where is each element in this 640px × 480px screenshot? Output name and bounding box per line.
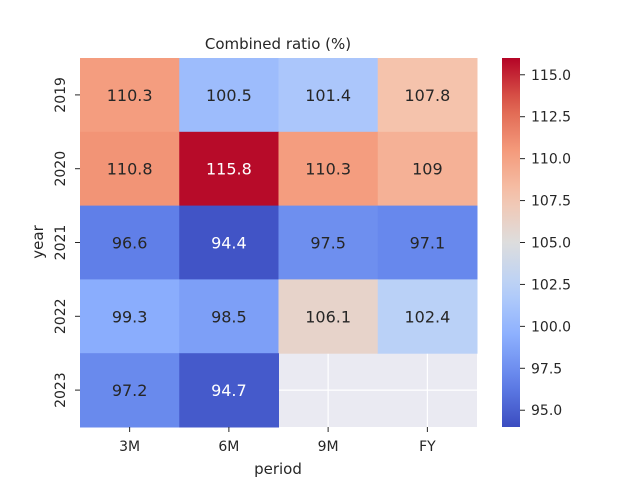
- x-tick-label: 3M: [119, 439, 140, 455]
- cell-value-label: 110.3: [107, 86, 153, 105]
- y-tick-label: 2019: [53, 77, 69, 113]
- y-tick-label: 2023: [53, 372, 69, 408]
- cell-value-label: 94.4: [211, 234, 247, 253]
- x-tick-label: 6M: [218, 439, 239, 455]
- heatmap-cell: [80, 131, 180, 207]
- heatmap-cell: [278, 131, 379, 207]
- colorbar-tick-label: 97.5: [531, 361, 562, 377]
- cell-value-label: 99.3: [112, 307, 148, 326]
- colorbar-tick-label: 112.5: [531, 110, 571, 126]
- heatmap-cell: [377, 58, 478, 133]
- y-tick-label: 2022: [53, 298, 69, 334]
- colorbar-tick-label: 107.5: [531, 194, 571, 210]
- cell-value-label: 97.5: [310, 234, 346, 253]
- cell-value-label: 101.4: [305, 86, 351, 105]
- cell-value-label: 107.8: [404, 86, 450, 105]
- heatmap-cell: [278, 205, 379, 280]
- cell-value-label: 109: [412, 160, 443, 179]
- colorbar: 95.0 97.5 100.0 102.5 105.0 107.5 110.0 112.5 11…: [502, 58, 571, 427]
- heatmap-cell: [80, 58, 180, 133]
- heatmap-cell: [179, 205, 279, 280]
- colorbar-tick-label: 100.0: [531, 319, 571, 335]
- colorbar-tick-label: 115.0: [531, 68, 571, 84]
- y-tick-label: 2020: [53, 151, 69, 187]
- y-axis-ticks: 2019 2020 2021 2022 2023: [53, 77, 80, 408]
- y-axis-label: year: [29, 224, 47, 258]
- cell-value-label: 110.3: [305, 160, 351, 179]
- heatmap-cells: 110.3 100.5 101.4 107.8 110.8 115.8 110.3 109 96…: [80, 58, 478, 428]
- heatmap-cell: [179, 279, 279, 354]
- heatmap-cell: [377, 131, 478, 207]
- colorbar-tick-label: 105.0: [531, 236, 571, 252]
- heatmap-cell: [179, 58, 279, 133]
- heatmap-cell: [377, 279, 478, 354]
- cell-value-label: 96.6: [112, 234, 148, 253]
- cell-value-label: 100.5: [206, 86, 252, 105]
- colorbar-tick-label: 102.5: [531, 277, 571, 293]
- heatmap-cell: [80, 279, 180, 354]
- x-axis-label: period: [254, 460, 302, 478]
- cell-value-label: 98.5: [211, 307, 247, 326]
- heatmap-cell: [278, 58, 379, 133]
- heatmap-cell: [80, 205, 180, 280]
- heatmap-cell: [179, 353, 279, 428]
- cell-value-label: 106.1: [305, 307, 351, 326]
- heatmap-cell: [278, 279, 379, 354]
- heatmap-cell: [179, 131, 279, 207]
- cell-value-label: 115.8: [206, 160, 252, 179]
- x-tick-label: 9M: [318, 439, 339, 455]
- y-tick-label: 2021: [53, 225, 69, 261]
- x-tick-label: FY: [419, 439, 436, 455]
- cell-value-label: 94.7: [211, 381, 247, 400]
- colorbar-gradient: [502, 58, 520, 427]
- x-axis-ticks: 3M 6M 9M FY: [119, 427, 436, 455]
- cell-value-label: 97.2: [112, 381, 148, 400]
- colorbar-tick-label: 110.0: [531, 152, 571, 168]
- heatmap-cell: [80, 353, 180, 428]
- cell-value-label: 97.1: [410, 234, 446, 253]
- chart-title: Combined ratio (%): [205, 35, 351, 53]
- cell-value-label: 110.8: [107, 160, 153, 179]
- colorbar-tick-label: 95.0: [531, 403, 562, 419]
- heatmap-cell: [377, 205, 478, 280]
- cell-value-label: 102.4: [404, 307, 450, 326]
